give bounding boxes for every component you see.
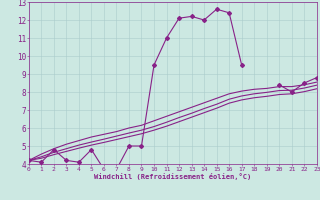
X-axis label: Windchill (Refroidissement éolien,°C): Windchill (Refroidissement éolien,°C) xyxy=(94,173,252,180)
